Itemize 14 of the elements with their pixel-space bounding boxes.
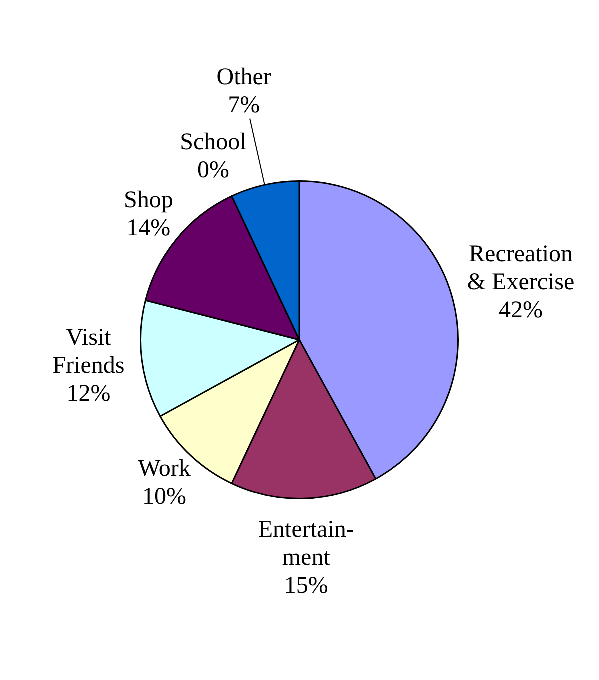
data-label: 14% — [126, 216, 171, 242]
data-label: 42% — [499, 297, 544, 324]
slice-label: Work — [138, 456, 191, 482]
data-label: 12% — [66, 380, 111, 407]
data-label: 15% — [284, 572, 328, 599]
slice-label: Recreation & Exercise — [467, 241, 575, 296]
slice-label: Visit Friends — [52, 324, 125, 379]
category-label: School — [180, 129, 247, 156]
text: 0% — [197, 157, 230, 184]
slice-label: Entertain- ment — [258, 516, 354, 571]
data-label: 10% — [142, 484, 187, 510]
data-label: 7% — [228, 92, 260, 118]
slice-label: Other — [216, 64, 272, 90]
slice-label: Shop — [124, 188, 174, 214]
